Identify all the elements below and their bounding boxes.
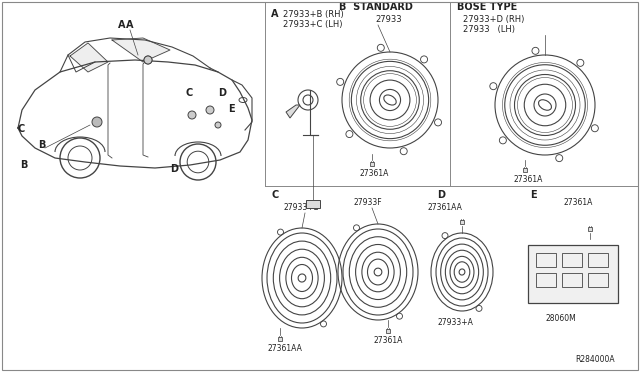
Text: 27933F: 27933F xyxy=(353,198,381,207)
Bar xyxy=(536,253,556,267)
Bar xyxy=(523,169,527,171)
Bar xyxy=(588,273,608,287)
Text: C: C xyxy=(18,124,25,134)
Text: R284000A: R284000A xyxy=(575,355,614,364)
Circle shape xyxy=(188,111,196,119)
Circle shape xyxy=(144,56,152,64)
Text: D: D xyxy=(170,164,178,174)
Text: 28060M: 28060M xyxy=(546,314,577,323)
Text: B  STANDARD: B STANDARD xyxy=(339,2,413,12)
Text: B: B xyxy=(20,160,28,170)
Bar xyxy=(278,337,282,341)
Bar xyxy=(460,220,464,224)
Text: 27361A: 27361A xyxy=(360,169,389,178)
Text: 27933   (LH): 27933 (LH) xyxy=(463,25,515,34)
Bar xyxy=(528,245,618,303)
Text: 27361A: 27361A xyxy=(374,336,403,345)
Bar xyxy=(370,163,374,166)
Text: 27933+E: 27933+E xyxy=(284,203,319,212)
Text: C: C xyxy=(185,88,192,98)
Bar xyxy=(306,200,320,208)
Text: 27361AA: 27361AA xyxy=(267,344,302,353)
Bar xyxy=(536,273,556,287)
Text: 27933+D (RH): 27933+D (RH) xyxy=(463,15,524,24)
Text: E: E xyxy=(530,190,536,200)
Text: D: D xyxy=(437,190,445,200)
Text: 27361A: 27361A xyxy=(563,198,593,207)
Bar xyxy=(562,253,582,267)
Polygon shape xyxy=(70,43,108,72)
Bar xyxy=(588,253,608,267)
Bar xyxy=(386,329,390,333)
Text: 27933+A: 27933+A xyxy=(437,318,473,327)
Text: A: A xyxy=(126,20,134,30)
Bar xyxy=(562,273,582,287)
Circle shape xyxy=(206,106,214,114)
Text: 27361AA: 27361AA xyxy=(428,203,463,212)
Text: 27933: 27933 xyxy=(375,15,402,24)
Text: 27361A: 27361A xyxy=(513,175,542,184)
Text: B: B xyxy=(38,140,45,150)
Polygon shape xyxy=(112,38,170,62)
Polygon shape xyxy=(286,105,300,118)
Circle shape xyxy=(215,122,221,128)
Bar xyxy=(588,227,592,231)
Circle shape xyxy=(92,117,102,127)
Text: BOSE TYPE: BOSE TYPE xyxy=(457,2,517,12)
Text: E: E xyxy=(228,104,235,114)
Text: D: D xyxy=(218,88,226,98)
Text: A: A xyxy=(118,20,125,30)
Text: 27933+B (RH): 27933+B (RH) xyxy=(283,10,344,19)
Circle shape xyxy=(144,56,152,64)
Text: A: A xyxy=(271,9,278,19)
Text: C: C xyxy=(272,190,279,200)
Text: 27933+C (LH): 27933+C (LH) xyxy=(283,20,342,29)
